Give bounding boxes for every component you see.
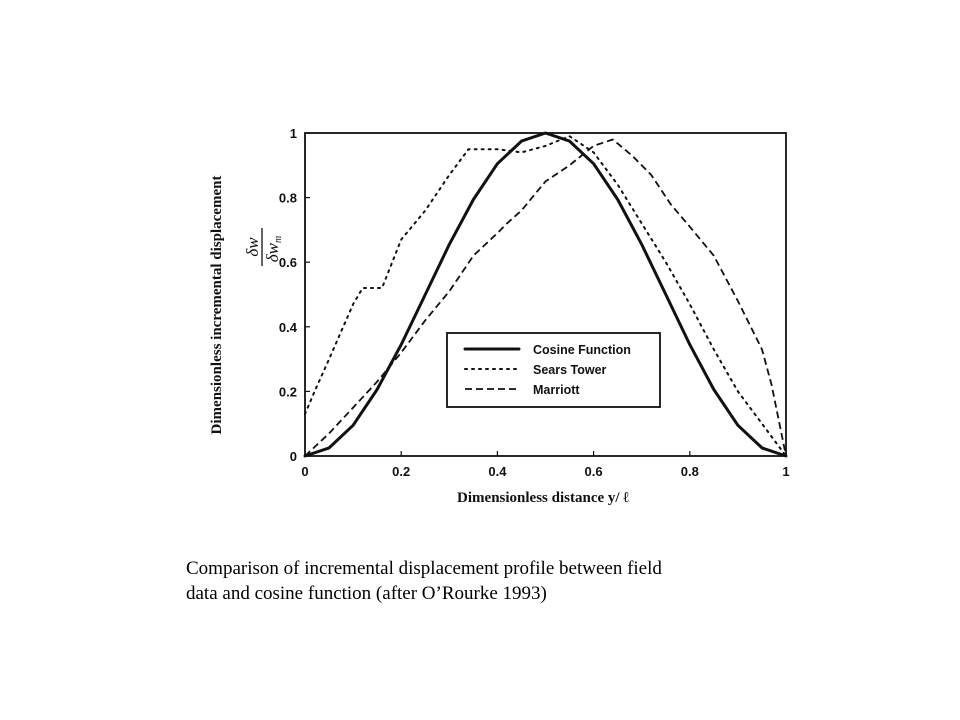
x-axis-label: Dimensionless distance y/ ℓ — [457, 490, 629, 506]
caption-line-1: Comparison of incremental displacement p… — [186, 558, 662, 579]
series-line-sears-tower — [304, 135, 787, 457]
y-tick-label: 1 — [290, 126, 297, 141]
x-tick-label: 0.2 — [392, 464, 410, 479]
legend-label: Sears Tower — [533, 363, 607, 377]
legend-label: Marriott — [533, 383, 580, 397]
legend-label: Cosine Function — [533, 343, 631, 357]
fraction-denominator-sub: m — [273, 236, 284, 243]
y-axis-label: Dimensionless incremental displacement — [209, 176, 225, 435]
figure-caption: Comparison of incremental displacement p… — [186, 556, 826, 606]
x-tick-label: 0.6 — [585, 464, 603, 479]
caption-line-2: data and cosine function (after O’Rourke… — [186, 583, 547, 604]
y-tick-label: 0.8 — [279, 191, 297, 206]
series-line-cosine-function — [303, 131, 788, 458]
fraction-denominator-main: δw — [263, 242, 282, 262]
axis-ticks: 0 0.2 0.4 0.6 0.8 1 0 0.2 0.4 0.6 0.8 1 — [279, 126, 790, 479]
fraction-denominator: δwm — [263, 236, 284, 262]
x-tick-label: 1 — [782, 464, 789, 479]
series-layer — [303, 131, 788, 458]
y-axis-fraction: δw δwm — [243, 228, 284, 266]
y-tick-label: 0.2 — [279, 384, 297, 399]
fraction-numerator: δw — [243, 237, 262, 257]
y-tick-label: 0.6 — [279, 255, 297, 270]
y-tick-label: 0.4 — [279, 320, 298, 335]
x-tick-label: 0.8 — [681, 464, 699, 479]
series-line-marriott — [304, 138, 787, 457]
legend: Cosine Function Sears Tower Marriott — [446, 332, 661, 408]
x-tick-label: 0.4 — [488, 464, 507, 479]
x-tick-label: 0 — [301, 464, 308, 479]
y-axis-title: Dimensionless incremental displacement — [209, 176, 225, 435]
y-tick-label: 0 — [290, 449, 297, 464]
legend-box — [446, 332, 661, 408]
